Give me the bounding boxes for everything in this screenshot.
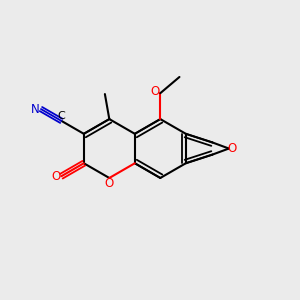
Text: O: O <box>228 142 237 155</box>
Text: O: O <box>150 85 160 98</box>
Text: O: O <box>105 177 114 190</box>
Text: N: N <box>31 103 40 116</box>
Text: O: O <box>51 170 61 183</box>
Text: C: C <box>58 110 65 121</box>
